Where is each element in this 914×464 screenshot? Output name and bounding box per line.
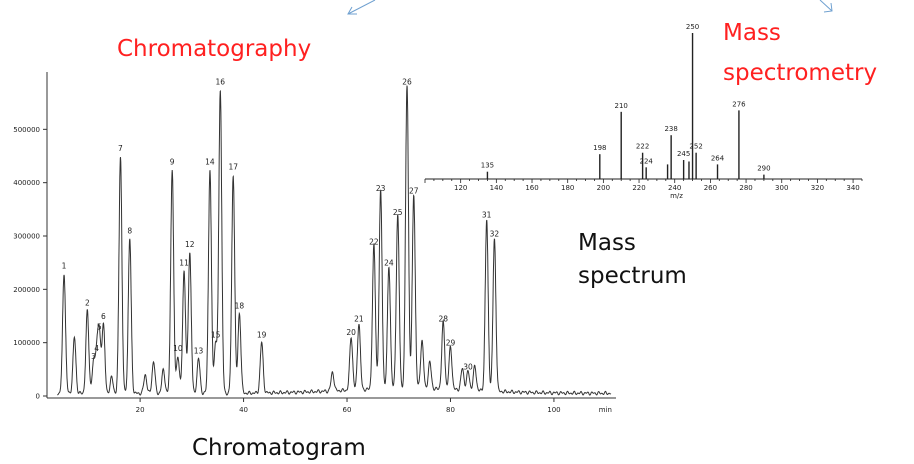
mass-spectrum-x-tick-label: 240 bbox=[668, 184, 681, 192]
arrow-right-decoration bbox=[819, 0, 833, 13]
chromatogram-peak-label-18: 18 bbox=[235, 301, 245, 310]
chromatogram-peak-label-1: 1 bbox=[62, 261, 67, 270]
mass-spectrum-bar-label-222: 222 bbox=[636, 143, 649, 151]
mass-spectrum-x-tick-label: 200 bbox=[597, 184, 610, 192]
mass-spectrum-bar-label-290: 290 bbox=[757, 165, 770, 173]
chromatogram-peak-label-22: 22 bbox=[369, 237, 379, 246]
chromatogram-y-tick-label: 300000 bbox=[13, 233, 40, 241]
mass-spectrum-axis: 120 140 160 180 200 220 240 260 280 300 320 340 m/z bbox=[424, 178, 863, 200]
chromatogram-y-tick-label: 500000 bbox=[13, 126, 40, 134]
mass-spectrum-x-tick-label: 180 bbox=[561, 184, 574, 192]
chromatogram-chart: 0 100000 200000 300000 400000 500000 20 40 60 80 1… bbox=[13, 72, 616, 414]
chromatogram-x-tick-label: 20 bbox=[136, 406, 145, 414]
mass-spectrum-bar-label-224: 224 bbox=[639, 157, 653, 165]
chromatogram-peak-label-31: 31 bbox=[482, 211, 492, 220]
chromatogram-peak-label-9: 9 bbox=[170, 157, 175, 166]
chromatogram-peak-label-11: 11 bbox=[179, 259, 189, 268]
chromatogram-y-tick-label: 0 bbox=[36, 393, 40, 401]
chromatogram-y-tick-label: 100000 bbox=[13, 339, 40, 347]
arrow-left-decoration bbox=[347, 0, 376, 15]
chromatogram-peak-label-23: 23 bbox=[376, 184, 386, 193]
mass-spectrum-bar-label-198: 198 bbox=[593, 144, 606, 152]
chromatogram-peak-label-14: 14 bbox=[205, 157, 215, 166]
chromatogram-peak-label-12: 12 bbox=[185, 240, 195, 249]
chromatogram-peak-label-27: 27 bbox=[409, 187, 419, 196]
chromatogram-x-tick-label: 80 bbox=[446, 406, 455, 414]
mass-spectrum-x-tick-label: 260 bbox=[704, 184, 717, 192]
mass-spectrometry-label-line2: spectrometry bbox=[723, 60, 877, 86]
chromatogram-peak-label-3: 3 bbox=[91, 352, 96, 361]
chromatogram-label: Chromatogram bbox=[192, 435, 366, 461]
chromatogram-peak-label-26: 26 bbox=[402, 77, 412, 86]
chromatogram-x-axis-unit: min bbox=[599, 406, 612, 414]
mass-spectrum-bar-label-238: 238 bbox=[664, 125, 677, 133]
mass-spectrum-x-tick-label: 160 bbox=[525, 184, 538, 192]
mass-spectrum-x-tick-label: 320 bbox=[811, 184, 824, 192]
chromatography-label: Chromatography bbox=[117, 36, 311, 62]
mass-spectrum-bar-label-276: 276 bbox=[732, 100, 746, 108]
mass-spectrum-x-tick-label: 300 bbox=[775, 184, 788, 192]
chromatogram-peak-label-29: 29 bbox=[446, 339, 456, 348]
chromatogram-x-tick-label: 100 bbox=[547, 406, 560, 414]
chromatogram-peak-label-8: 8 bbox=[127, 227, 132, 236]
chromatogram-trace bbox=[57, 85, 612, 396]
chromatogram-peak-label-16: 16 bbox=[216, 77, 226, 86]
chromatogram-y-tick-label: 200000 bbox=[13, 286, 40, 294]
chromatogram-peak-label-15: 15 bbox=[211, 331, 221, 340]
mass-spectrum-bar-label-135: 135 bbox=[481, 162, 494, 170]
mass-spectrum-x-tick-label: 120 bbox=[454, 184, 467, 192]
mass-spectrum-label-line1: Mass bbox=[578, 230, 636, 256]
chromatogram-x-tick-label: 60 bbox=[343, 406, 352, 414]
mass-spectrum-x-tick-label: 280 bbox=[739, 184, 752, 192]
mass-spectrum-chart: 135 198 210 222 224 238 245 250 252 264 276 290 120… bbox=[424, 23, 863, 200]
mass-spectrometry-label-line1: Mass bbox=[723, 20, 781, 46]
chromatogram-peak-label-32: 32 bbox=[490, 229, 500, 238]
chromatogram-x-tick-label: 40 bbox=[239, 406, 248, 414]
chromatogram-peak-label-4: 4 bbox=[94, 344, 99, 353]
chromatogram-axes: 0 100000 200000 300000 400000 500000 20 40 60 80 1… bbox=[13, 72, 616, 414]
mass-spectrum-x-tick-label: 340 bbox=[846, 184, 859, 192]
chromatogram-peak-label-30: 30 bbox=[463, 363, 473, 372]
chromatogram-peak-label-7: 7 bbox=[118, 144, 123, 153]
mass-spectrum-label-line2: spectrum bbox=[578, 263, 687, 289]
mass-spectrum-bar-label-252: 252 bbox=[689, 143, 702, 151]
chromatogram-peak-label-5: 5 bbox=[97, 323, 102, 332]
mass-spectrum-bars: 135 198 210 222 224 238 245 250 252 264 276 290 bbox=[481, 23, 771, 179]
chromatogram-peak-label-19: 19 bbox=[257, 331, 267, 340]
chromatogram-peak-label-2: 2 bbox=[85, 299, 90, 308]
chromatogram-peak-label-21: 21 bbox=[354, 315, 364, 324]
chromatogram-peak-label-25: 25 bbox=[393, 208, 403, 217]
mass-spectrum-bar-label-264: 264 bbox=[711, 154, 725, 162]
mass-spectrum-x-tick-label: 140 bbox=[490, 184, 503, 192]
mass-spectrum-x-axis-label: m/z bbox=[670, 192, 683, 200]
chromatogram-peak-label-24: 24 bbox=[384, 259, 394, 268]
mass-spectrum-bar-label-210: 210 bbox=[615, 102, 628, 110]
chromatogram-peak-label-13: 13 bbox=[194, 347, 204, 356]
chromatogram-peak-label-28: 28 bbox=[438, 315, 448, 324]
mass-spectrum-x-tick-label: 220 bbox=[632, 184, 645, 192]
chromatogram-y-tick-label: 400000 bbox=[13, 179, 40, 187]
chromatogram-peak-label-17: 17 bbox=[228, 163, 238, 172]
mass-spectrum-bar-label-250: 250 bbox=[686, 23, 699, 31]
chromatogram-peak-label-6: 6 bbox=[101, 312, 106, 321]
chromatogram-peak-label-10: 10 bbox=[173, 344, 183, 353]
mass-spectrum-bar-label-245: 245 bbox=[677, 150, 690, 158]
chromatogram-peak-label-20: 20 bbox=[346, 328, 356, 337]
